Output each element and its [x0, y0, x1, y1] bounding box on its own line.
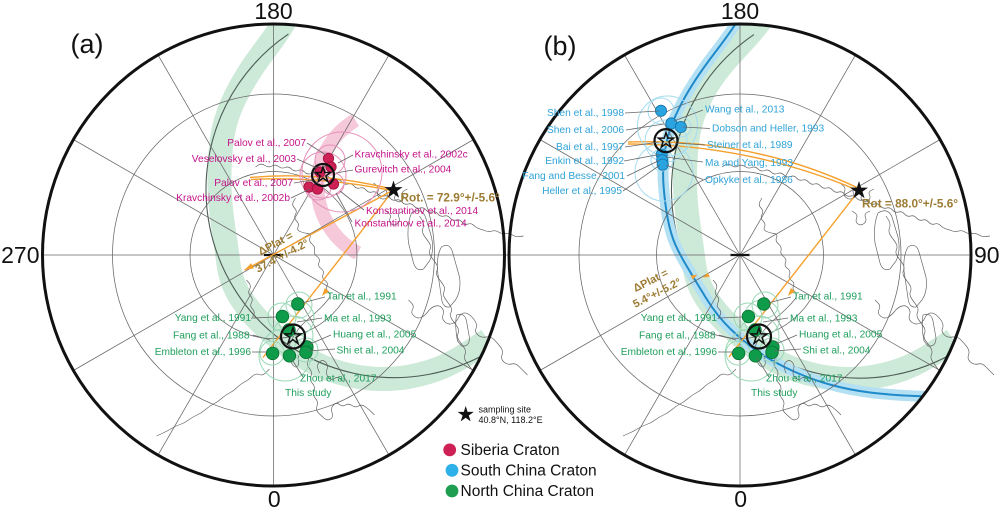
svg-text:Embleton et al., 1996: Embleton et al., 1996 [621, 347, 718, 358]
svg-text:Ma and Yang, 1993: Ma and Yang, 1993 [705, 158, 793, 169]
svg-text:Yang et al., 1991: Yang et al., 1991 [175, 313, 252, 324]
svg-text:Gurevitch et al., 2004: Gurevitch et al., 2004 [355, 165, 452, 176]
svg-text:Tan et al., 1991: Tan et al., 1991 [793, 292, 863, 303]
svg-text:Ma et al., 1993: Ma et al., 1993 [324, 314, 392, 325]
svg-text:Fang et al., 1988: Fang et al., 1988 [639, 331, 716, 342]
svg-text:Siberia Craton: Siberia Craton [461, 442, 560, 459]
svg-text:Heller et al., 1995: Heller et al., 1995 [542, 186, 622, 197]
svg-text:Steiner et al., 1989: Steiner et al., 1989 [707, 140, 793, 151]
svg-text:North China Craton: North China Craton [461, 483, 595, 500]
svg-text:Yang et al., 1991: Yang et al., 1991 [641, 313, 718, 324]
svg-text:Shi et al., 2004: Shi et al., 2004 [803, 346, 871, 357]
svg-text:Tan et al., 1991: Tan et al., 1991 [327, 292, 397, 303]
svg-text:90: 90 [974, 242, 1000, 268]
svg-text:Rot. = 72.9°+/-5.6°: Rot. = 72.9°+/-5.6° [401, 191, 501, 205]
svg-text:Fang and Besse, 2001: Fang and Besse, 2001 [522, 171, 625, 182]
svg-text:Veselovsky et al., 2003: Veselovsky et al., 2003 [192, 154, 297, 165]
svg-text:Rot = 88.0°+/-5.6°: Rot = 88.0°+/-5.6° [862, 197, 958, 211]
svg-text:180: 180 [254, 0, 292, 24]
svg-text:sampling site: sampling site [479, 405, 532, 415]
svg-text:Huang et al., 2005: Huang et al., 2005 [799, 330, 883, 341]
svg-text:Ma et al., 1993: Ma et al., 1993 [790, 314, 858, 325]
svg-text:Shi et al., 2004: Shi et al., 2004 [337, 346, 405, 357]
svg-text:This study: This study [751, 388, 798, 399]
svg-text:0: 0 [734, 486, 747, 512]
svg-text:(b): (b) [544, 31, 577, 61]
svg-text:Palov et al., 2007: Palov et al., 2007 [214, 178, 293, 189]
svg-text:40.8°N, 118.2°E: 40.8°N, 118.2°E [479, 415, 543, 425]
svg-text:Shen et al., 2006: Shen et al., 2006 [547, 125, 624, 136]
svg-text:Konstantinov et al., 2014: Konstantinov et al., 2014 [366, 206, 478, 217]
svg-text:Kravchinsky et al., 2002c: Kravchinsky et al., 2002c [355, 150, 468, 161]
svg-text:Palov et al., 2007: Palov et al., 2007 [227, 138, 306, 149]
svg-text:270: 270 [1, 242, 39, 268]
svg-text:This study: This study [285, 388, 332, 399]
svg-text:Enkin et al., 1992: Enkin et al., 1992 [545, 156, 624, 167]
svg-text:Kravchinsky et al., 2002b: Kravchinsky et al., 2002b [176, 193, 290, 204]
svg-text:Opkyke et al., 1986: Opkyke et al., 1986 [705, 175, 793, 186]
svg-text:Embleton et al., 1996: Embleton et al., 1996 [155, 347, 252, 358]
svg-text:(a): (a) [71, 29, 104, 59]
svg-text:Konstantinov et al., 2014: Konstantinov et al., 2014 [355, 219, 467, 230]
svg-text:Zhou et al., 2017: Zhou et al., 2017 [300, 374, 377, 385]
svg-text:Bai et al., 1997: Bai et al., 1997 [556, 142, 624, 153]
svg-text:0: 0 [268, 486, 281, 512]
svg-text:South China Craton: South China Craton [461, 463, 597, 480]
svg-text:Fang et al., 1988: Fang et al., 1988 [173, 331, 250, 342]
svg-text:Zhou et al., 2017: Zhou et al., 2017 [766, 374, 843, 385]
svg-text:Wang et al., 2013: Wang et al., 2013 [705, 105, 785, 116]
svg-text:180: 180 [721, 0, 759, 24]
svg-text:Shen et al., 1998: Shen et al., 1998 [547, 108, 624, 119]
svg-text:Huang et al., 2005: Huang et al., 2005 [333, 330, 417, 341]
svg-text:Dobson and Heller, 1993: Dobson and Heller, 1993 [712, 124, 824, 135]
